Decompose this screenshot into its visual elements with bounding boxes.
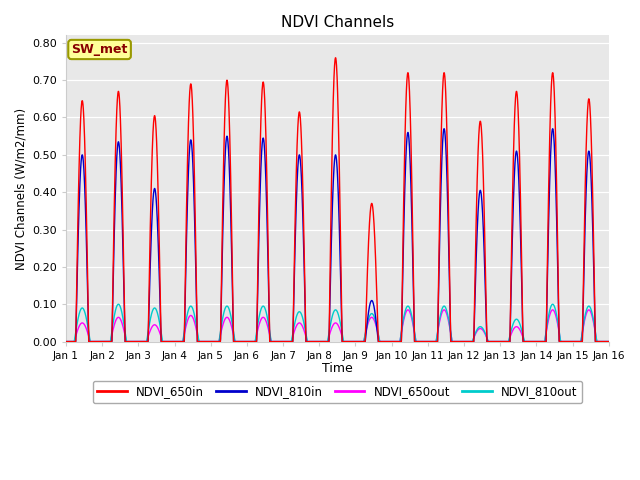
NDVI_810out (62, 339, 70, 345)
NDVI_810out (595, 339, 602, 345)
NDVI_810out (294, 310, 301, 316)
NDVI_810out (115, 301, 122, 307)
NDVI_810in (605, 339, 612, 345)
NDVI_650out (585, 307, 593, 313)
NDVI_810in (124, 339, 132, 345)
NDVI_650in (270, 339, 278, 345)
NDVI_650in (62, 339, 70, 345)
NDVI_810out (605, 339, 612, 345)
NDVI_650out (270, 339, 278, 345)
NDVI_650in (124, 339, 132, 345)
NDVI_810in (549, 126, 557, 132)
Text: SW_met: SW_met (72, 43, 128, 56)
X-axis label: Time: Time (322, 362, 353, 375)
NDVI_810in (270, 339, 278, 345)
Line: NDVI_650in: NDVI_650in (66, 58, 609, 342)
NDVI_810in (62, 339, 70, 345)
NDVI_650out (294, 321, 301, 327)
NDVI_650out (595, 339, 602, 345)
NDVI_650in (605, 339, 612, 345)
Title: NDVI Channels: NDVI Channels (281, 15, 394, 30)
NDVI_650out (124, 339, 132, 345)
NDVI_650out (605, 339, 612, 345)
NDVI_810in (595, 339, 602, 345)
Line: NDVI_810in: NDVI_810in (66, 129, 609, 342)
NDVI_810out (536, 339, 543, 345)
NDVI_650in (156, 282, 164, 288)
NDVI_810in (156, 300, 164, 306)
NDVI_650in (595, 339, 602, 345)
NDVI_810out (124, 339, 132, 345)
NDVI_810out (156, 324, 164, 330)
Line: NDVI_810out: NDVI_810out (66, 304, 609, 342)
Y-axis label: NDVI Channels (W/m2/mm): NDVI Channels (W/m2/mm) (15, 108, 28, 270)
Line: NDVI_650out: NDVI_650out (66, 310, 609, 342)
NDVI_810in (536, 339, 543, 345)
NDVI_650out (62, 339, 70, 345)
NDVI_650in (536, 339, 543, 345)
NDVI_810in (294, 168, 301, 174)
NDVI_650in (294, 129, 301, 134)
NDVI_810out (271, 339, 278, 345)
NDVI_650out (536, 339, 543, 345)
Legend: NDVI_650in, NDVI_810in, NDVI_650out, NDVI_810out: NDVI_650in, NDVI_810in, NDVI_650out, NDV… (93, 381, 582, 403)
NDVI_650out (156, 331, 164, 336)
NDVI_650in (332, 55, 339, 60)
